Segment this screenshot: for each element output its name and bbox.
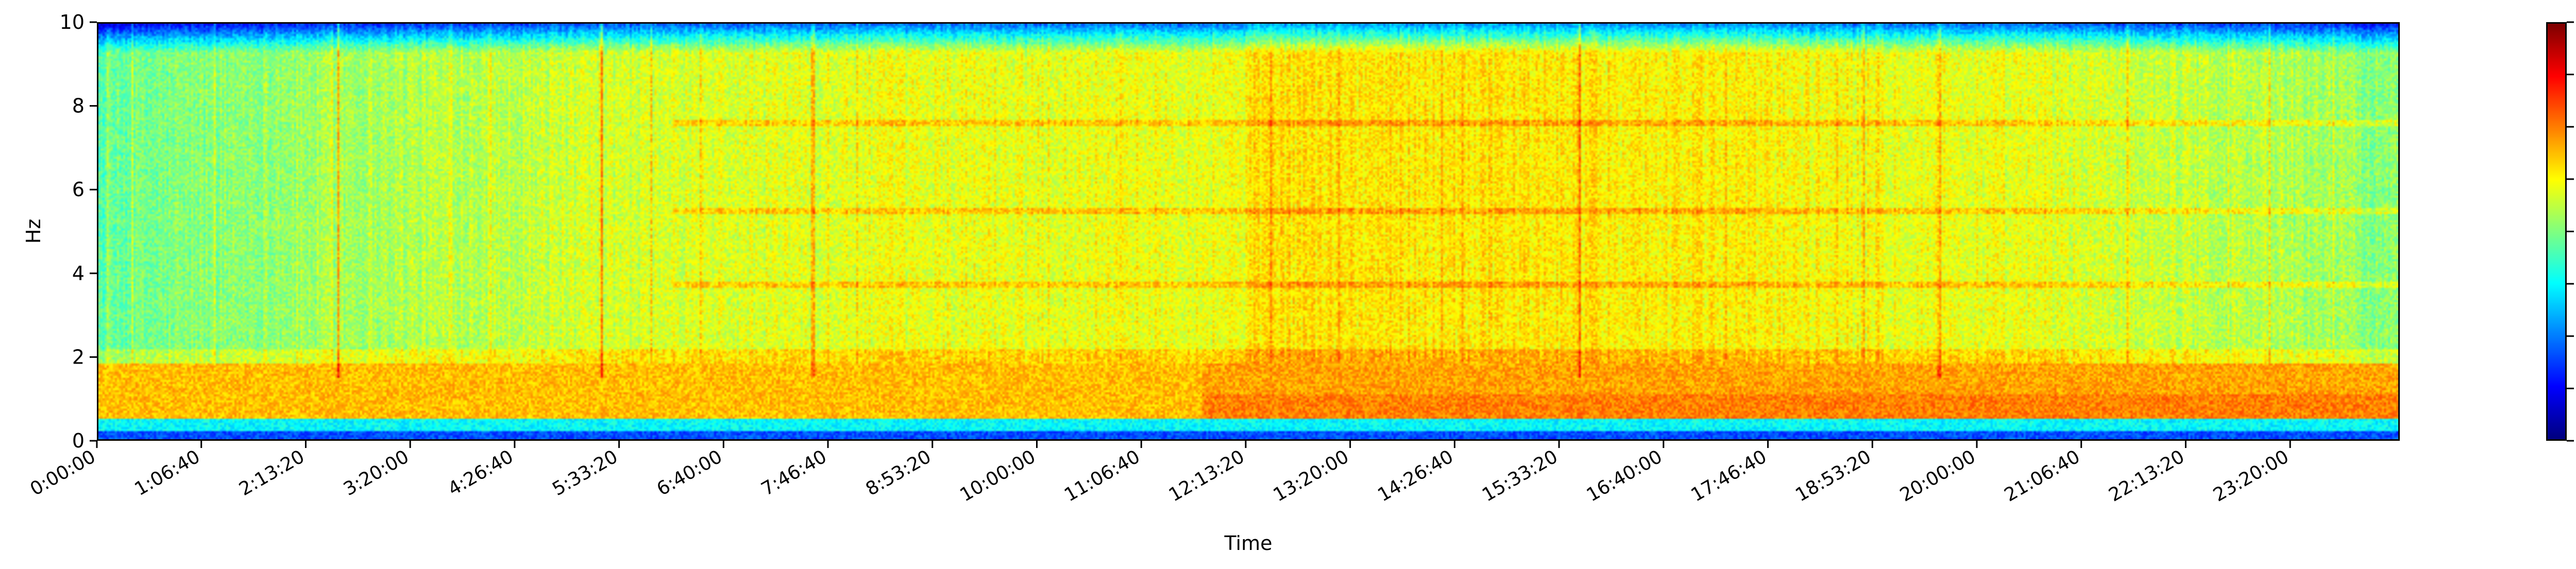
x-tick-label: 12:13:20 <box>1165 446 1248 506</box>
colorbar <box>2546 22 2567 441</box>
y-tick-label: 10 <box>60 11 84 33</box>
x-tick-label: 0:00:00 <box>27 446 99 500</box>
x-tick-label: 2:13:20 <box>235 446 308 500</box>
x-axis: 0:00:00 1:06:40 2:13:20 3:20:00 4:26:40 5:33:… <box>27 441 2293 506</box>
x-tick-label: 4:26:40 <box>445 446 517 500</box>
x-tick-label: 6:40:00 <box>653 446 726 500</box>
y-axis: 0 2 4 6 8 10 <box>60 11 97 452</box>
y-axis-label: Hz <box>22 219 45 244</box>
x-tick-label: 17:46:40 <box>1688 446 1771 506</box>
colorbar-gradient <box>2548 24 2565 439</box>
x-tick-label: 20:00:00 <box>1896 446 1979 506</box>
x-axis-label: Time <box>1224 532 1273 555</box>
x-tick-label: 3:20:00 <box>340 446 413 500</box>
y-tick-label: 4 <box>72 262 84 285</box>
x-tick-label: 16:40:00 <box>1583 446 1666 506</box>
x-tick-label: 10:00:00 <box>956 446 1039 506</box>
x-tick-label: 14:26:40 <box>1374 446 1457 506</box>
x-tick-label: 18:53:20 <box>1792 446 1875 506</box>
spectrogram-plot-area <box>97 22 2400 441</box>
y-tick-label: 0 <box>72 429 84 452</box>
x-tick-label: 15:33:20 <box>1479 446 1562 506</box>
x-tick-label: 21:06:40 <box>2001 446 2084 506</box>
y-tick-label: 2 <box>72 346 84 368</box>
y-tick-label: 8 <box>72 95 84 117</box>
x-tick-label: 8:53:20 <box>862 446 935 500</box>
x-tick-label: 22:13:20 <box>2105 446 2188 506</box>
x-tick-label: 23:20:00 <box>2210 446 2293 506</box>
x-tick-label: 13:20:00 <box>1270 446 1353 506</box>
x-tick-label: 5:33:20 <box>549 446 621 500</box>
x-tick-label: 7:46:40 <box>758 446 831 500</box>
x-tick-label: 11:06:40 <box>1061 446 1144 506</box>
y-tick-label: 6 <box>72 178 84 201</box>
colorbar-axis: +0 dB-10 dB-20 dB-30 dB-40 dB-50 dB-60 d… <box>2567 21 2574 442</box>
x-tick-label: 1:06:40 <box>131 446 204 500</box>
spectrogram-image <box>98 24 2398 439</box>
